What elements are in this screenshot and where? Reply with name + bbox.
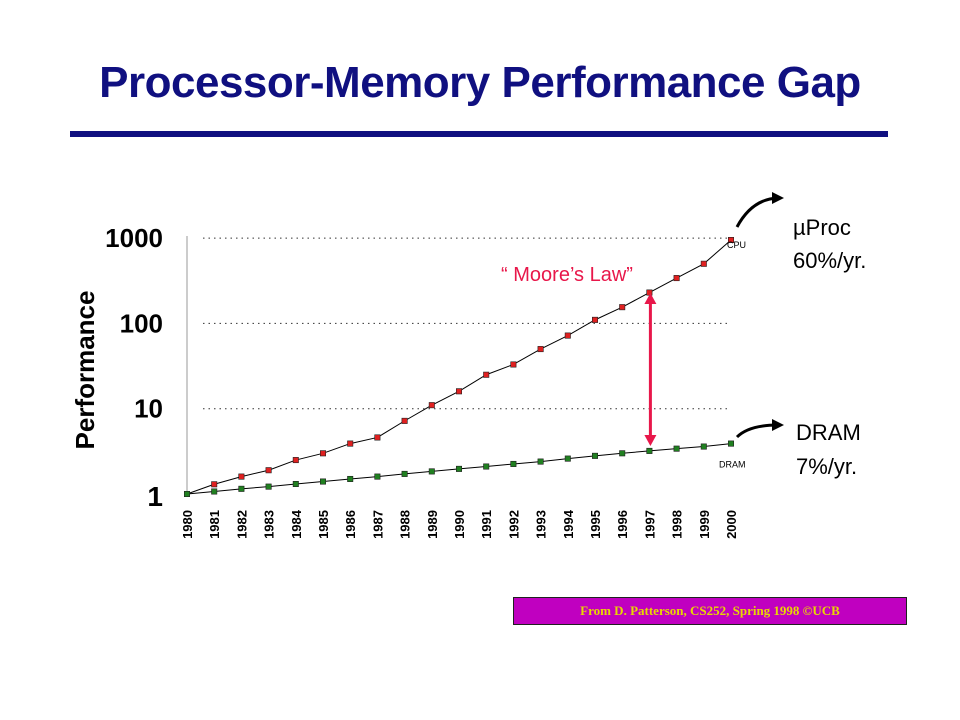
data-point-dram	[564, 455, 571, 462]
data-point-dram	[184, 490, 191, 497]
data-point-dram	[292, 480, 299, 487]
data-point-dram	[619, 450, 626, 457]
data-point-cpu	[510, 361, 517, 368]
data-point-dram	[591, 452, 598, 459]
data-point-cpu	[374, 434, 381, 441]
data-point-cpu	[646, 289, 653, 296]
series-name-label: CPU	[727, 240, 746, 250]
data-point-dram	[238, 485, 245, 492]
x-tick-label: 1986	[343, 510, 358, 539]
cpu-callout-arrow-head	[772, 192, 784, 204]
x-tick-label: 1984	[289, 509, 304, 539]
data-point-cpu	[347, 440, 354, 447]
data-point-cpu	[455, 388, 462, 395]
x-tick-label: 1995	[588, 510, 603, 539]
data-point-dram	[727, 440, 734, 447]
x-tick-label: 1980	[180, 510, 195, 539]
gap-arrow-head-down	[644, 435, 657, 446]
cpu-annotation-name: µProc	[793, 215, 851, 240]
data-point-dram	[673, 445, 680, 452]
data-point-dram	[510, 460, 517, 467]
gap-arrow-head-up	[644, 293, 657, 304]
data-point-cpu	[564, 332, 571, 339]
series-name-label: DRAM	[719, 460, 746, 470]
dram-annotation-name: DRAM	[796, 420, 861, 445]
y-tick-label: 10	[134, 394, 163, 424]
data-point-cpu	[238, 473, 245, 480]
x-tick-label: 1999	[697, 510, 712, 539]
data-point-cpu	[265, 467, 272, 474]
data-point-dram	[646, 447, 653, 454]
x-tick-label: 1988	[398, 510, 413, 539]
cpu-annotation-rate: 60%/yr.	[793, 248, 866, 273]
x-tick-label: 1994	[561, 509, 576, 539]
dram-annotation-rate: 7%/yr.	[796, 454, 857, 479]
x-tick-label: 1983	[262, 510, 277, 539]
label-layer: 1 10 100 1000 1980 1981 1982 1983 1984 1985 1986 19…	[105, 192, 784, 539]
data-point-cpu	[401, 417, 408, 424]
data-point-cpu	[292, 457, 299, 464]
data-point-cpu	[211, 481, 218, 488]
data-point-dram	[401, 470, 408, 477]
data-point-cpu	[591, 316, 598, 323]
data-point-dram	[319, 478, 326, 485]
data-point-cpu	[700, 260, 707, 267]
data-point-dram	[483, 463, 490, 470]
x-tick-label: 1993	[534, 510, 549, 539]
x-tick-label: 1985	[316, 510, 331, 539]
y-axis-title: Performance	[70, 291, 100, 450]
x-tick-label: 1987	[370, 510, 385, 539]
title-underline	[70, 131, 888, 137]
dram-callout-arrow-head	[772, 419, 784, 431]
x-tick-label: 1990	[452, 510, 467, 539]
x-tick-label: 1981	[207, 510, 222, 539]
data-point-cpu	[727, 237, 734, 244]
data-point-dram	[455, 465, 462, 472]
x-tick-label: 1989	[425, 510, 440, 539]
data-point-dram	[428, 468, 435, 475]
data-point-dram	[700, 443, 707, 450]
x-tick-label: 1991	[479, 510, 494, 539]
x-tick-label: 1996	[615, 510, 630, 539]
x-tick-label: 2000	[724, 510, 739, 539]
data-point-cpu	[483, 371, 490, 378]
x-tick-label: 1982	[234, 510, 249, 539]
cpu-callout-arrow	[735, 196, 779, 228]
data-point-cpu	[537, 346, 544, 353]
data-point-dram	[537, 458, 544, 465]
data-point-dram	[265, 483, 272, 490]
x-tick-label: 1992	[506, 510, 521, 539]
data-point-cpu	[428, 402, 435, 409]
source-citation: From D. Patterson, CS252, Spring 1998 ©U…	[513, 597, 907, 625]
moores-law-label: “ Moore’s Law”	[501, 264, 633, 286]
data-point-dram	[211, 488, 218, 495]
slide-title: Processor-Memory Performance Gap	[99, 58, 861, 107]
grid-layer	[203, 237, 727, 410]
data-point-cpu	[619, 304, 626, 311]
y-tick-label: 100	[120, 308, 163, 338]
series-layer	[184, 237, 734, 497]
x-tick-label: 1997	[642, 510, 657, 539]
data-point-dram	[374, 473, 381, 480]
data-point-cpu	[319, 450, 326, 457]
y-tick-label: 1000	[105, 223, 163, 253]
y-tick-label: 1	[147, 481, 163, 512]
x-tick-label: 1998	[670, 510, 685, 539]
data-point-cpu	[673, 275, 680, 282]
dram-callout-arrow	[735, 423, 779, 439]
data-point-dram	[347, 475, 354, 482]
